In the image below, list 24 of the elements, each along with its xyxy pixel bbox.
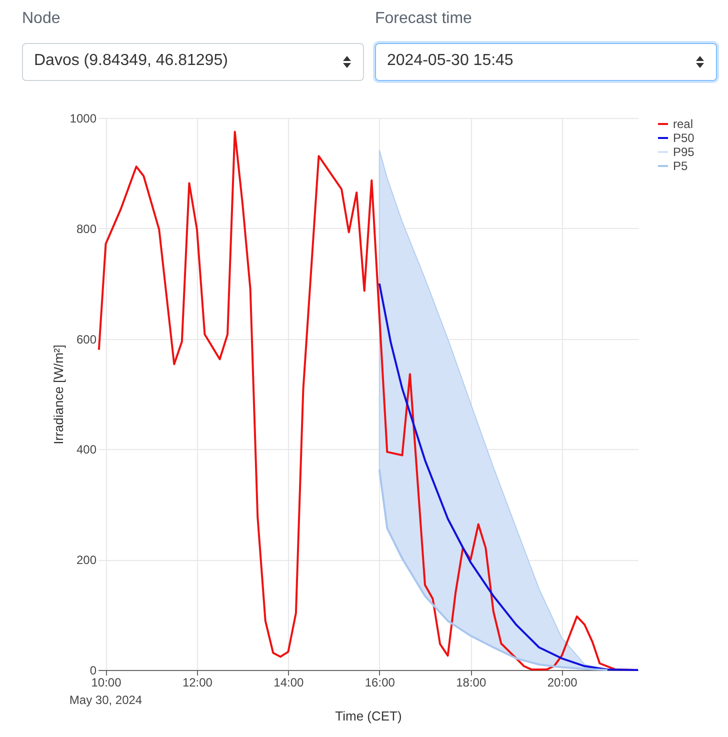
- y-tick-label: 200: [76, 553, 97, 568]
- legend-label: P50: [673, 131, 695, 145]
- x-tick-label: 12:00: [182, 676, 213, 690]
- x-tick-label: 10:00: [91, 676, 122, 690]
- text: Forecast time: [375, 10, 472, 28]
- x-tick-label: 20:00: [547, 676, 578, 690]
- legend-label: P5: [673, 159, 688, 173]
- y-tick-label: 800: [76, 222, 97, 236]
- y-tick-label: 600: [76, 332, 97, 346]
- y-tick-label: 400: [76, 442, 97, 457]
- x-tick-label: 14:00: [274, 676, 304, 690]
- x-tick-label: 18:00: [456, 676, 486, 690]
- x-axis-title: Time (CET): [335, 708, 402, 724]
- legend-label: real: [673, 117, 694, 131]
- dropdown-field: Davos (9.84349, 46.81295): [22, 43, 364, 81]
- x-tick-label: 16:00: [364, 676, 396, 690]
- dropdown-field: 2024-05-30 15:45: [375, 43, 717, 81]
- y-axis-title: Irradiance [W/m²]: [50, 344, 66, 444]
- text: Node: [22, 10, 60, 28]
- legend-label: P95: [673, 145, 695, 159]
- y-tick-label: 0: [90, 664, 97, 678]
- text: May 30, 2024: [69, 693, 142, 707]
- line-series: [378, 282, 639, 671]
- y-tick-label: 1000: [70, 112, 97, 126]
